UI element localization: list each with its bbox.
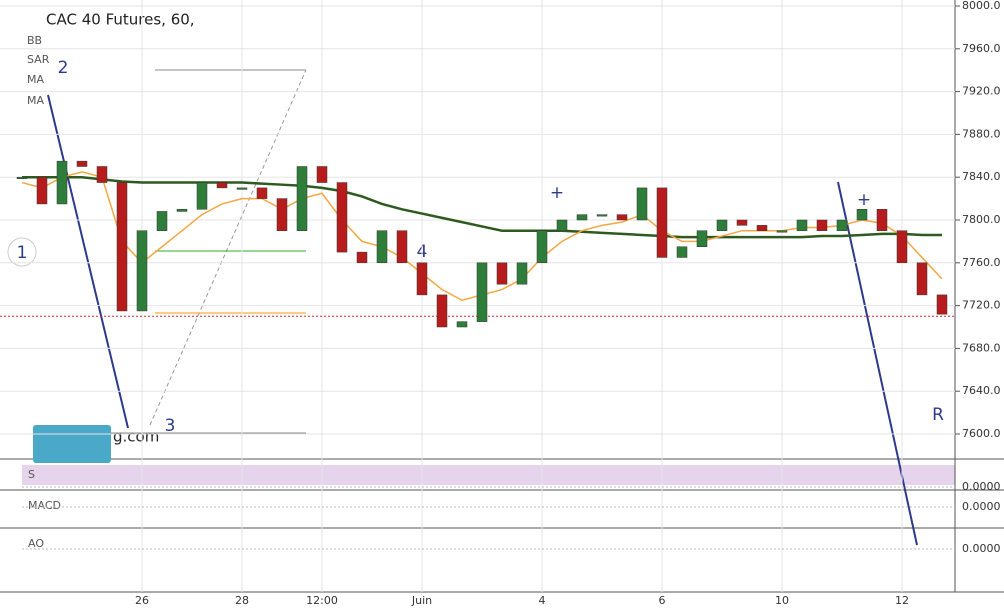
fib-diagonal [149,69,307,426]
candle [716,219,728,231]
candle [836,219,848,231]
y-tick-label: 7640.0 [962,384,1001,397]
stoch-band [22,465,955,485]
candle [256,187,268,199]
x-tick-label: 12:00 [306,594,338,607]
y-tick-label: 7840.0 [962,170,1001,183]
annotation: + [550,183,564,203]
candle [96,166,108,183]
candle [416,262,428,296]
x-tick-label: 26 [135,594,149,607]
annotation: 1 [17,243,28,263]
candle [336,182,348,253]
y-tick-label: 7880.0 [962,127,1001,140]
candle [916,262,928,296]
trend-arrows [47,94,918,546]
candle [176,209,188,212]
y-tick-label: 7720.0 [962,299,1001,312]
indicator-label: BB [27,34,42,47]
candle [496,262,508,285]
y-tick-label: 8000.0 [962,0,1001,12]
candle [16,176,28,179]
candle [576,214,588,221]
candle [296,166,308,231]
x-tick-label: 4 [539,594,546,607]
candle [316,166,328,183]
candle [396,230,408,264]
x-tick-label: 28 [235,594,249,607]
pane-borders [0,0,1004,593]
candle [676,246,688,258]
indicator-label: SAR [27,53,50,66]
indicator-label: MA [27,73,44,86]
candle [856,209,868,221]
y-tick-label: 7600.0 [962,427,1001,440]
candle [436,294,448,328]
candle [236,187,248,190]
candle [36,176,48,205]
candle [816,219,828,231]
candle [936,294,948,315]
moving-average [22,175,942,239]
x-tick-label: Juin [411,594,432,607]
annotation: 2 [58,58,69,78]
candle [616,214,628,221]
candle [656,187,668,258]
candle [476,262,488,322]
indicator-label: MA [27,94,44,107]
candle [596,214,608,217]
candle [156,211,168,231]
y-tick-label: 0.0000 [962,480,1001,493]
candle [636,187,648,221]
x-tick-label: 10 [775,594,789,607]
y-tick-label: 0.0000 [962,542,1001,555]
x-tick-label: 12 [895,594,909,607]
marker-circle [7,237,37,267]
annotation: 3 [165,416,176,436]
y-tick-label: 7800.0 [962,213,1001,226]
candle [776,230,788,233]
chart-title: CAC 40 Futures, 60, [46,11,195,29]
candle [896,230,908,264]
candle [196,182,208,210]
annotation: + [857,190,871,210]
candle [376,230,388,264]
candle [356,251,368,264]
pane-label: S [28,468,35,481]
candle [216,182,228,189]
candle [556,219,568,231]
pane-label: AO [28,537,44,550]
y-tick-label: 7960.0 [962,42,1001,55]
y-tick-label: 7680.0 [962,341,1001,354]
candle [516,262,528,285]
candle [456,321,468,328]
candle [536,230,548,264]
candle [796,219,808,231]
x-tick-label: 6 [659,594,666,607]
logo-text: g.com [113,428,159,446]
y-tick-label: 7920.0 [962,85,1001,98]
candle [756,225,768,231]
annotation: R [932,405,944,425]
candle [116,182,128,312]
y-tick-label: 0.0000 [962,500,1001,513]
pane-label: MACD [28,499,61,512]
logo [33,425,111,463]
candle [136,230,148,312]
candle [876,209,888,231]
y-tick-label: 7760.0 [962,256,1001,269]
candle [76,160,88,167]
candle [736,219,748,226]
candle [696,230,708,247]
candle [276,198,288,231]
candle [56,160,68,205]
